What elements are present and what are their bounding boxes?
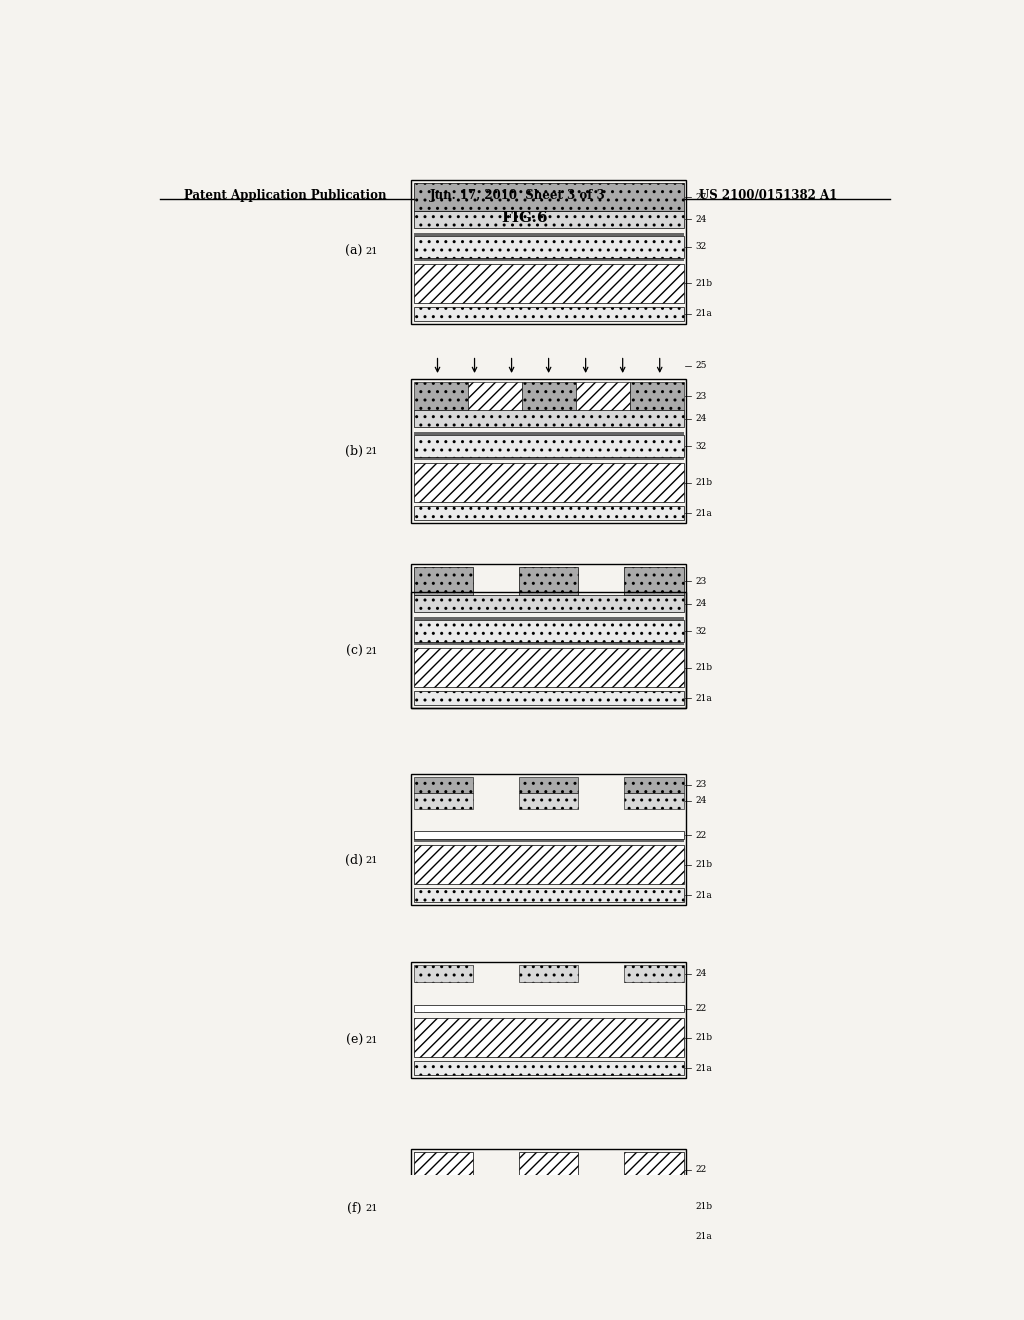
- Text: (e): (e): [345, 1034, 362, 1047]
- Text: 32: 32: [695, 442, 707, 450]
- Text: 21a: 21a: [695, 309, 712, 318]
- Text: 21b: 21b: [695, 279, 713, 288]
- Text: 21a: 21a: [695, 693, 712, 702]
- Bar: [414, 232, 684, 236]
- Text: 24: 24: [695, 599, 707, 609]
- Bar: [414, 643, 684, 645]
- Bar: [519, 792, 579, 809]
- Text: 21b: 21b: [695, 1034, 713, 1041]
- Bar: [414, 888, 684, 903]
- Bar: [414, 182, 684, 211]
- Bar: [414, 236, 684, 257]
- Text: 27: 27: [695, 193, 707, 202]
- Bar: [414, 506, 684, 520]
- Bar: [414, 434, 684, 457]
- Bar: [414, 690, 684, 705]
- Text: 21: 21: [366, 1036, 378, 1045]
- Bar: [625, 792, 684, 809]
- Bar: [414, 257, 684, 261]
- Bar: [414, 620, 684, 643]
- Bar: [414, 264, 684, 302]
- Bar: [414, 457, 684, 461]
- Text: (c): (c): [346, 645, 362, 657]
- Bar: [414, 306, 684, 321]
- Text: Patent Application Publication: Patent Application Publication: [183, 189, 386, 202]
- Text: 23: 23: [695, 577, 707, 586]
- Bar: [414, 381, 468, 411]
- Text: (d): (d): [345, 854, 364, 866]
- Text: 22: 22: [695, 830, 707, 840]
- Bar: [519, 777, 579, 792]
- Bar: [625, 777, 684, 792]
- Bar: [414, 1152, 473, 1187]
- Bar: [414, 792, 473, 809]
- Bar: [414, 616, 684, 620]
- Bar: [412, 593, 686, 709]
- Text: 32: 32: [695, 627, 707, 635]
- Text: FIG.6: FIG.6: [502, 211, 548, 226]
- Bar: [519, 965, 579, 982]
- Bar: [519, 568, 579, 595]
- Text: 21a: 21a: [695, 508, 712, 517]
- Text: (a): (a): [345, 246, 362, 259]
- Bar: [414, 840, 684, 842]
- Bar: [521, 381, 575, 411]
- Bar: [412, 774, 686, 906]
- Text: (b): (b): [345, 445, 364, 458]
- Text: 24: 24: [695, 414, 707, 424]
- Bar: [414, 568, 473, 595]
- Bar: [630, 381, 684, 411]
- Text: (f): (f): [347, 1201, 361, 1214]
- Bar: [414, 211, 684, 227]
- Text: 21a: 21a: [695, 1064, 712, 1073]
- Bar: [412, 1150, 686, 1247]
- Text: 24: 24: [695, 215, 707, 224]
- Text: 21b: 21b: [695, 1201, 713, 1210]
- Bar: [414, 832, 684, 840]
- Bar: [625, 568, 684, 595]
- Text: US 2100/0151382 A1: US 2100/0151382 A1: [699, 189, 838, 202]
- Bar: [414, 463, 684, 502]
- Bar: [412, 379, 686, 523]
- Bar: [412, 962, 686, 1078]
- Bar: [414, 595, 684, 611]
- Text: 23: 23: [695, 392, 707, 401]
- Bar: [625, 1152, 684, 1187]
- Bar: [414, 1187, 684, 1225]
- Bar: [625, 965, 684, 982]
- Text: 22: 22: [695, 1005, 707, 1014]
- Text: 21: 21: [366, 1204, 378, 1213]
- Text: 21: 21: [366, 647, 378, 656]
- Bar: [414, 965, 473, 982]
- Text: 25: 25: [695, 362, 707, 370]
- Bar: [414, 432, 684, 434]
- Bar: [414, 1018, 684, 1057]
- Text: 24: 24: [695, 969, 707, 978]
- Text: 21b: 21b: [695, 478, 713, 487]
- Bar: [414, 777, 473, 792]
- Text: 21: 21: [366, 446, 378, 455]
- Text: 21a: 21a: [695, 1233, 712, 1241]
- Text: 21b: 21b: [695, 663, 713, 672]
- Bar: [414, 846, 684, 884]
- Bar: [575, 381, 630, 411]
- Text: Jun. 17, 2010  Sheet 3 of 3: Jun. 17, 2010 Sheet 3 of 3: [430, 189, 605, 202]
- Bar: [414, 648, 684, 686]
- Text: 21b: 21b: [695, 861, 713, 870]
- Text: 23: 23: [695, 780, 707, 789]
- Text: 22: 22: [695, 1166, 707, 1173]
- Text: 21: 21: [366, 247, 378, 256]
- Bar: [414, 1006, 684, 1012]
- Text: 21a: 21a: [695, 891, 712, 900]
- Bar: [414, 1061, 684, 1076]
- Bar: [414, 1230, 684, 1243]
- Text: 24: 24: [695, 796, 707, 805]
- Bar: [412, 564, 686, 709]
- Bar: [519, 1152, 579, 1187]
- Bar: [468, 381, 521, 411]
- Bar: [414, 411, 684, 426]
- Text: 32: 32: [695, 243, 707, 251]
- Bar: [412, 180, 686, 325]
- Text: 21: 21: [366, 855, 378, 865]
